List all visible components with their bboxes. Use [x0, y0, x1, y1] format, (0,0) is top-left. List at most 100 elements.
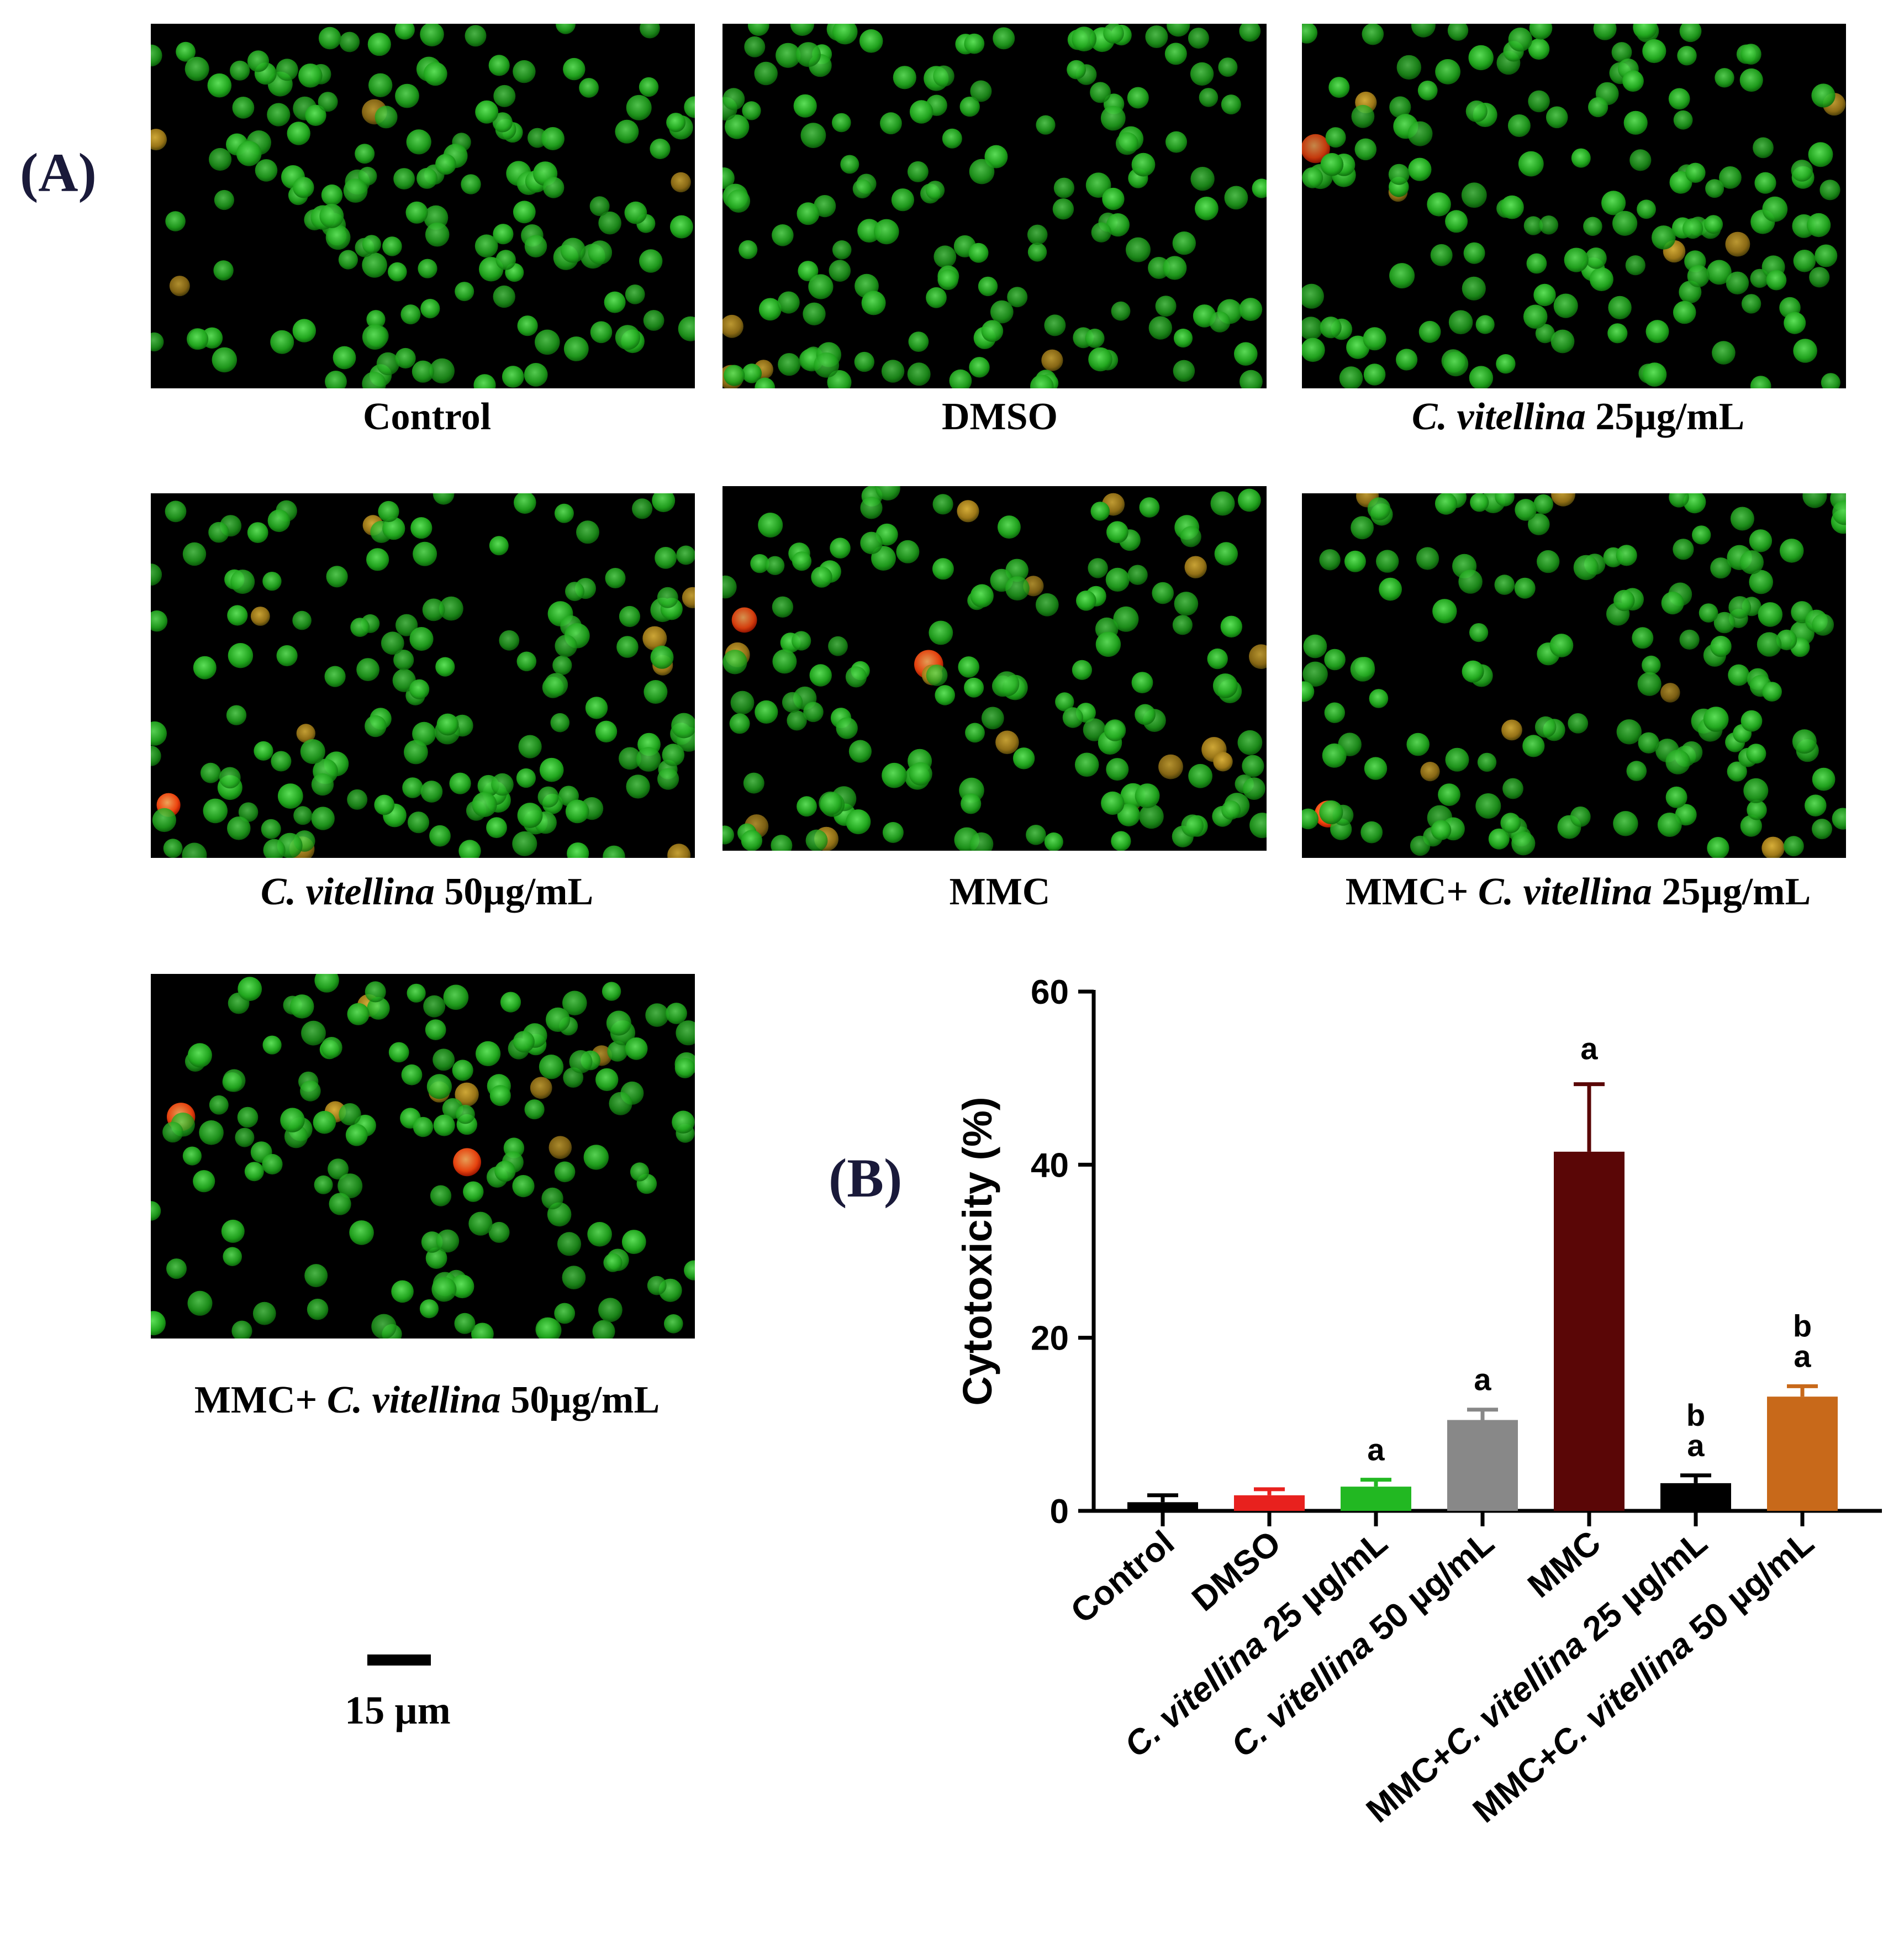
- cell: [1410, 835, 1431, 856]
- cell: [1188, 28, 1209, 49]
- cell: [1740, 815, 1762, 837]
- micrograph-caption: MMC: [724, 870, 1276, 914]
- cell: [1363, 363, 1386, 386]
- cell: [228, 643, 254, 668]
- cell: [1550, 329, 1575, 354]
- cell: [860, 531, 883, 555]
- cell: [860, 497, 883, 519]
- cell: [213, 260, 234, 281]
- cell: [666, 113, 686, 133]
- cell: [747, 24, 769, 36]
- cell: [959, 96, 980, 117]
- cell: [374, 794, 395, 815]
- cell: [1173, 360, 1195, 382]
- cell: [425, 1019, 446, 1040]
- cell: [676, 545, 695, 565]
- cell: [676, 1020, 695, 1046]
- cell: [1207, 648, 1228, 670]
- cell: [1812, 767, 1836, 791]
- micrograph-caption: DMSO: [724, 395, 1276, 439]
- cell: [933, 245, 957, 268]
- cell: [412, 721, 436, 746]
- cell: [193, 1170, 215, 1193]
- cell: [500, 992, 521, 1013]
- cell: [430, 1185, 452, 1206]
- cell: [366, 310, 386, 329]
- cell: [276, 645, 298, 667]
- cell: [576, 520, 599, 544]
- cell: [512, 831, 537, 856]
- cell: [472, 792, 497, 817]
- cell: [324, 666, 346, 687]
- cell: [563, 57, 586, 81]
- cell: [1302, 338, 1325, 362]
- cell: [449, 772, 471, 794]
- cell: [1739, 550, 1764, 575]
- cell: [1302, 661, 1328, 687]
- cell: [298, 64, 323, 88]
- cell: [391, 1280, 414, 1303]
- cell: [1106, 521, 1128, 544]
- cell: [1379, 577, 1402, 601]
- cell: [722, 825, 734, 845]
- cell: [933, 65, 954, 87]
- cell: [151, 129, 167, 151]
- cell: [583, 1145, 609, 1170]
- cell: [616, 636, 639, 658]
- cell: [292, 610, 312, 630]
- cell: [347, 1003, 370, 1025]
- cell: [787, 710, 807, 731]
- cell: [727, 189, 751, 213]
- cell: [1085, 172, 1111, 198]
- cell: [1758, 602, 1783, 627]
- cell: [151, 1311, 166, 1336]
- cell: [541, 1187, 563, 1210]
- cell: [1522, 735, 1545, 757]
- cell: [1812, 819, 1832, 840]
- cell: [755, 700, 778, 724]
- cell: [1088, 558, 1108, 578]
- cell: [1642, 39, 1666, 64]
- cell: [307, 1298, 329, 1320]
- cell: [493, 285, 515, 308]
- cell: [961, 793, 982, 814]
- cell: [1589, 267, 1613, 291]
- cell: [293, 177, 314, 198]
- cell: [1224, 186, 1248, 210]
- cell: [602, 982, 621, 1001]
- cell: [255, 159, 278, 182]
- cell: [595, 720, 618, 742]
- cell: [585, 697, 608, 719]
- cell: [990, 300, 1014, 324]
- cell: [226, 705, 247, 725]
- cell: [562, 1266, 586, 1289]
- cell: [742, 101, 761, 120]
- cell: [247, 50, 270, 72]
- y-tick-label: 20: [1031, 1320, 1069, 1358]
- cell: [423, 62, 447, 86]
- cell: [247, 522, 268, 543]
- cell: [232, 97, 255, 119]
- cell: [313, 1110, 336, 1134]
- cell: [1539, 215, 1559, 235]
- cell: [393, 650, 414, 671]
- cell: [579, 78, 599, 98]
- y-axis-label: Cytotoxicity (%): [954, 1097, 1000, 1405]
- cell: [875, 486, 900, 500]
- cell: [556, 24, 576, 34]
- cell: [1396, 349, 1418, 371]
- cell: [792, 551, 812, 571]
- cell: [619, 605, 640, 628]
- cell: [1220, 615, 1242, 637]
- cell: [263, 839, 286, 858]
- micrograph: [151, 24, 695, 388]
- cell: [625, 1037, 648, 1060]
- cell: [333, 346, 356, 370]
- cell: [1199, 88, 1219, 107]
- cell: [1213, 752, 1233, 772]
- micrograph: [722, 24, 1267, 388]
- cell: [1812, 614, 1834, 636]
- cell: [1570, 806, 1591, 827]
- cell: [227, 816, 251, 840]
- cell: [743, 772, 764, 794]
